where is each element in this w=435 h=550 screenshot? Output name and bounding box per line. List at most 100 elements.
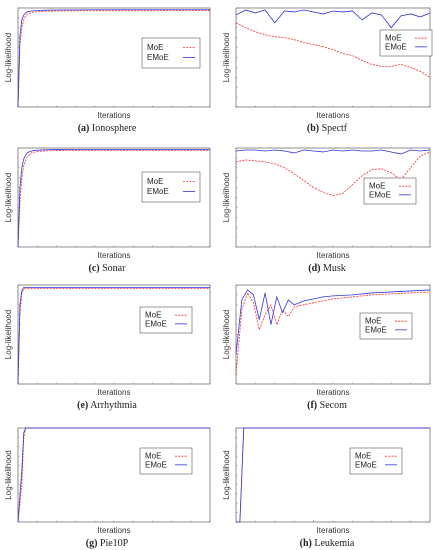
series-line-emoe xyxy=(236,427,430,523)
legend-label-moe: MoE xyxy=(369,182,385,191)
series-line-emoe xyxy=(17,427,210,523)
plot-frame xyxy=(235,7,431,108)
panel-caption-letter: (c) xyxy=(88,263,100,274)
legend-box xyxy=(379,29,433,57)
x-axis-label: Iterations xyxy=(317,388,350,397)
y-axis-label: Log-likelihood xyxy=(4,173,13,222)
plot-frame xyxy=(235,427,431,523)
chart-panel-ionosphere: Log-likelihood Iterations MoE EMoE (a) Ionos… xyxy=(2,0,212,135)
panel-caption-letter: (a) xyxy=(77,123,90,134)
legend-label-moe: MoE xyxy=(385,34,401,43)
panel-caption-letter: (h) xyxy=(299,538,312,549)
panel-caption-name: Pie10P xyxy=(97,538,129,549)
panel-caption: (f) Secom xyxy=(227,400,427,411)
legend-label-emoe: EMoE xyxy=(369,190,391,199)
y-axis-label: Log-likelihood xyxy=(222,310,231,359)
legend-box xyxy=(139,447,193,475)
panel-caption-name: Ionosphere xyxy=(89,123,137,134)
legend-label-emoe: EMoE xyxy=(145,460,167,469)
x-axis-label: Iterations xyxy=(317,111,350,120)
panel-caption: (c) Sonar xyxy=(7,263,207,274)
plot-frame xyxy=(17,284,211,385)
series-line-emoe xyxy=(17,287,210,385)
panel-caption-name: Musk xyxy=(320,263,346,274)
panel-caption-name: Arrhythmia xyxy=(88,400,137,411)
series-line-emoe xyxy=(235,9,431,29)
panel-caption-name: Leukemia xyxy=(311,538,355,549)
panel-caption-letter: (b) xyxy=(306,123,320,134)
series-line-emoe xyxy=(17,149,210,248)
y-axis-label: Log-likelihood xyxy=(222,173,231,222)
x-axis-label: Iterations xyxy=(317,526,350,535)
panel-caption: (b) Spectf xyxy=(227,123,427,134)
x-axis-label: Iterations xyxy=(98,251,131,260)
legend-box xyxy=(139,306,193,334)
y-axis-label: Log-likelihood xyxy=(4,310,13,359)
series-line-moe xyxy=(17,427,210,523)
legend-label-emoe: EMoE xyxy=(385,42,407,51)
y-axis-label: Log-likelihood xyxy=(4,450,13,499)
legend-box xyxy=(349,447,403,475)
legend-label-moe: MoE xyxy=(355,452,371,461)
panel-caption-name: Secom xyxy=(317,400,347,411)
plot-frame xyxy=(17,427,211,523)
y-axis-label: Log-likelihood xyxy=(222,33,231,82)
x-axis-label: Iterations xyxy=(317,251,350,260)
chart-panel-leukemia: Log-likelihood Iterations MoE EMoE (h) Leuke… xyxy=(222,420,432,550)
legend-box xyxy=(141,171,201,203)
y-axis-label: Log-likelihood xyxy=(4,33,13,82)
panel-caption-letter: (d) xyxy=(308,263,321,274)
x-axis-label: Iterations xyxy=(98,526,131,535)
legend-label-moe: MoE xyxy=(145,311,161,320)
series-line-moe xyxy=(235,151,431,196)
series-line-moe xyxy=(17,150,210,248)
panel-caption-letter: (f) xyxy=(307,400,318,411)
panel-caption-name: Spectf xyxy=(319,123,348,134)
legend-label-emoe: EMoE xyxy=(355,460,377,469)
legend-box xyxy=(141,37,201,69)
legend-label-moe: MoE xyxy=(365,317,381,326)
legend-label-emoe: EMoE xyxy=(147,187,169,196)
x-axis-label: Iterations xyxy=(98,388,131,397)
legend-box xyxy=(359,312,413,340)
panel-caption: (e) Arrhythmia xyxy=(7,400,207,411)
y-axis-label: Log-likelihood xyxy=(222,450,231,499)
chart-panel-secom: Log-likelihood Iterations MoE EMoE (f) Secom xyxy=(222,277,432,412)
legend-box xyxy=(363,177,417,205)
x-axis-label: Iterations xyxy=(98,111,131,120)
series-line-moe xyxy=(235,291,431,375)
chart-panel-spectf: Log-likelihood Iterations MoE EMoE (b) Spect… xyxy=(222,0,433,135)
panel-caption-letter: (g) xyxy=(85,538,98,549)
panel-caption: (a) Ionosphere xyxy=(7,123,207,134)
panel-caption-letter: (e) xyxy=(77,400,89,411)
legend-label-emoe: EMoE xyxy=(365,325,387,334)
panel-caption: (g) Pie10P xyxy=(7,538,207,549)
chart-panel-pie10p: Log-likelihood Iterations MoE EMoE (g) Pie10… xyxy=(2,420,212,550)
series-line-moe xyxy=(17,288,210,385)
legend-label-moe: MoE xyxy=(147,177,163,186)
series-line-moe xyxy=(236,427,430,523)
panel-caption: (d) Musk xyxy=(227,263,427,274)
series-line-emoe xyxy=(235,289,431,355)
series-line-emoe xyxy=(235,149,431,155)
legend-label-emoe: EMoE xyxy=(147,53,169,62)
legend-label-moe: MoE xyxy=(147,43,163,52)
chart-panel-musk: Log-likelihood Iterations MoE EMoE (d) Musk xyxy=(222,140,432,275)
series-line-moe xyxy=(17,10,211,108)
legend-label-moe: MoE xyxy=(145,452,161,461)
panel-caption-name: Sonar xyxy=(99,263,126,274)
series-line-emoe xyxy=(17,9,210,108)
panel-caption: (h) Leukemia xyxy=(227,538,427,549)
legend-label-emoe: EMoE xyxy=(145,319,167,328)
chart-panel-arrhythmia: Log-likelihood Iterations MoE EMoE (e) Arrhy… xyxy=(2,277,212,412)
series-line-moe xyxy=(235,22,431,78)
chart-panel-sonar: Log-likelihood Iterations MoE EMoE (c) Sonar xyxy=(2,140,212,275)
